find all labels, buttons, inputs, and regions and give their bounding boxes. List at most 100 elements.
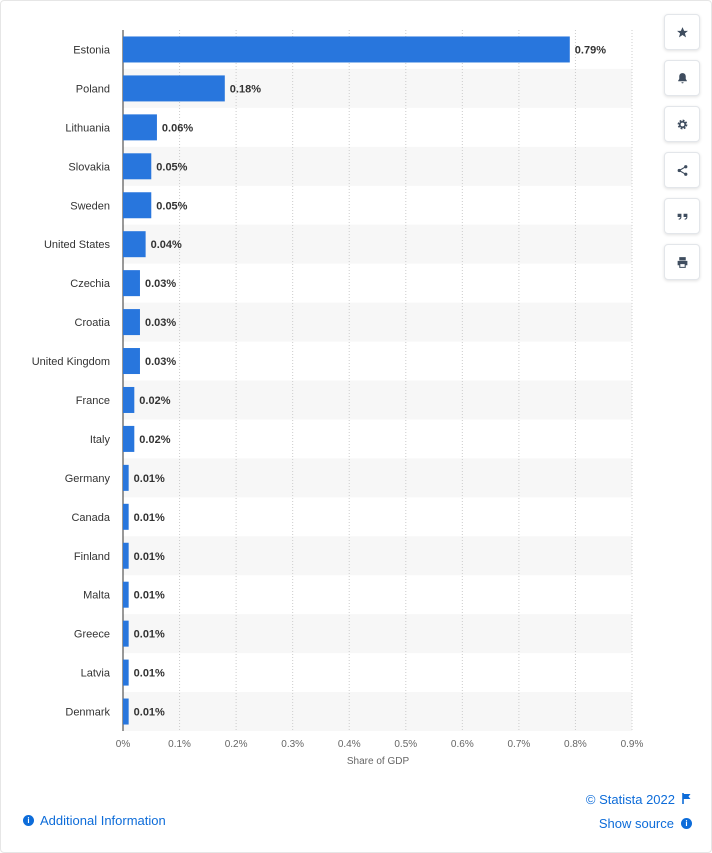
cite-button[interactable] xyxy=(664,198,700,234)
star-icon xyxy=(676,26,688,37)
row-stripe xyxy=(123,614,632,654)
additional-information-label: Additional Information xyxy=(40,813,166,828)
row-stripes xyxy=(123,68,632,731)
category-label: Germany xyxy=(65,473,111,485)
toolbar xyxy=(664,14,700,290)
category-label: Canada xyxy=(71,512,110,524)
row-stripe xyxy=(123,146,632,186)
notification-button[interactable] xyxy=(664,60,700,96)
bar xyxy=(123,464,129,491)
row-stripe xyxy=(123,302,632,342)
x-tick-label: 0.5% xyxy=(394,739,417,750)
x-tick-label: 0.4% xyxy=(338,739,361,750)
category-label: Czechia xyxy=(70,278,111,290)
bar xyxy=(123,503,129,530)
value-label: 0.06% xyxy=(162,122,193,134)
value-label: 0.01% xyxy=(134,551,165,563)
value-label: 0.01% xyxy=(134,590,165,602)
bar xyxy=(123,309,140,336)
flag-icon xyxy=(682,792,692,807)
show-source-link[interactable]: Show source i xyxy=(599,816,692,831)
x-tick-labels: 0% 0.1% 0.2% 0.3% 0.4% 0.5% 0.6% 0.7% 0.8% 0.9% xyxy=(116,739,644,750)
bar xyxy=(123,698,129,725)
row-stripe xyxy=(123,536,632,576)
gear-icon xyxy=(677,119,687,129)
value-label: 0.79% xyxy=(575,44,606,56)
bar xyxy=(123,153,152,180)
bar xyxy=(123,386,135,413)
value-label: 0.03% xyxy=(145,278,176,290)
quote-icon xyxy=(677,213,687,220)
value-label: 0.01% xyxy=(134,629,165,641)
x-tick-label: 0.3% xyxy=(281,739,304,750)
info-icon: i xyxy=(23,815,34,826)
bars xyxy=(123,36,570,725)
value-labels: 0.79% 0.18% 0.06% 0.05% 0.05% 0.04% 0.03% 0.03%… xyxy=(134,44,607,718)
x-tick-label: 0.8% xyxy=(564,739,587,750)
x-tick-label: 0.9% xyxy=(621,739,644,750)
category-label: Greece xyxy=(74,629,110,641)
show-source-label: Show source xyxy=(598,816,674,831)
bar xyxy=(123,114,157,141)
value-label: 0.01% xyxy=(134,668,165,680)
bar xyxy=(123,620,129,647)
value-label: 0.05% xyxy=(156,161,187,173)
bar xyxy=(123,425,135,452)
print-icon xyxy=(677,256,687,268)
bar xyxy=(123,581,129,608)
value-label: 0.01% xyxy=(134,512,165,524)
value-label: 0.02% xyxy=(139,395,170,407)
category-label: United Kingdom xyxy=(32,356,110,368)
x-tick-label: 0.1% xyxy=(168,739,191,750)
category-label: Lithuania xyxy=(65,122,111,134)
category-label: Finland xyxy=(74,551,110,563)
category-labels: Estonia Poland Lithuania Slovakia Sweden Unit… xyxy=(32,44,111,718)
bar xyxy=(123,231,146,258)
category-label: Italy xyxy=(90,434,111,446)
x-tick-label: 0.7% xyxy=(507,739,530,750)
value-label: 0.03% xyxy=(145,317,176,329)
value-label: 0.05% xyxy=(156,200,187,212)
category-label: United States xyxy=(44,239,111,251)
statista-copyright[interactable]: © Statista 2022 xyxy=(586,792,692,807)
bar xyxy=(123,192,152,219)
category-label: Estonia xyxy=(73,44,111,56)
share-button[interactable] xyxy=(664,152,700,188)
category-label: Malta xyxy=(83,590,111,602)
category-label: Latvia xyxy=(81,668,111,680)
value-label: 0.04% xyxy=(151,239,182,251)
row-stripe xyxy=(123,224,632,264)
category-label: Sweden xyxy=(70,200,110,212)
bar xyxy=(123,36,570,63)
value-label: 0.03% xyxy=(145,356,176,368)
x-axis-title: Share of GDP xyxy=(347,756,410,767)
x-tick-label: 0.6% xyxy=(451,739,474,750)
row-stripe xyxy=(123,692,632,731)
value-label: 0.01% xyxy=(134,473,165,485)
category-label: France xyxy=(76,395,110,407)
bar xyxy=(123,659,129,686)
value-label: 0.02% xyxy=(139,434,170,446)
row-stripe xyxy=(123,458,632,498)
bar xyxy=(123,542,129,569)
favorite-button[interactable] xyxy=(664,14,700,50)
bar xyxy=(123,348,140,375)
additional-information-link[interactable]: i Additional Information xyxy=(23,813,166,828)
category-label: Denmark xyxy=(65,707,110,719)
value-label: 0.18% xyxy=(230,83,261,95)
x-tick-label: 0% xyxy=(116,739,131,750)
category-label: Poland xyxy=(76,83,110,95)
info-icon: i xyxy=(681,818,692,829)
x-tick-label: 0.2% xyxy=(225,739,248,750)
category-label: Slovakia xyxy=(68,161,110,173)
category-label: Croatia xyxy=(75,317,111,329)
copyright-label: © Statista 2022 xyxy=(585,792,675,807)
settings-button[interactable] xyxy=(664,106,700,142)
row-stripe xyxy=(123,380,632,420)
bar xyxy=(123,270,140,297)
bar xyxy=(123,75,225,102)
print-button[interactable] xyxy=(664,244,700,280)
share-icon xyxy=(677,164,687,176)
bell-icon xyxy=(677,72,687,83)
